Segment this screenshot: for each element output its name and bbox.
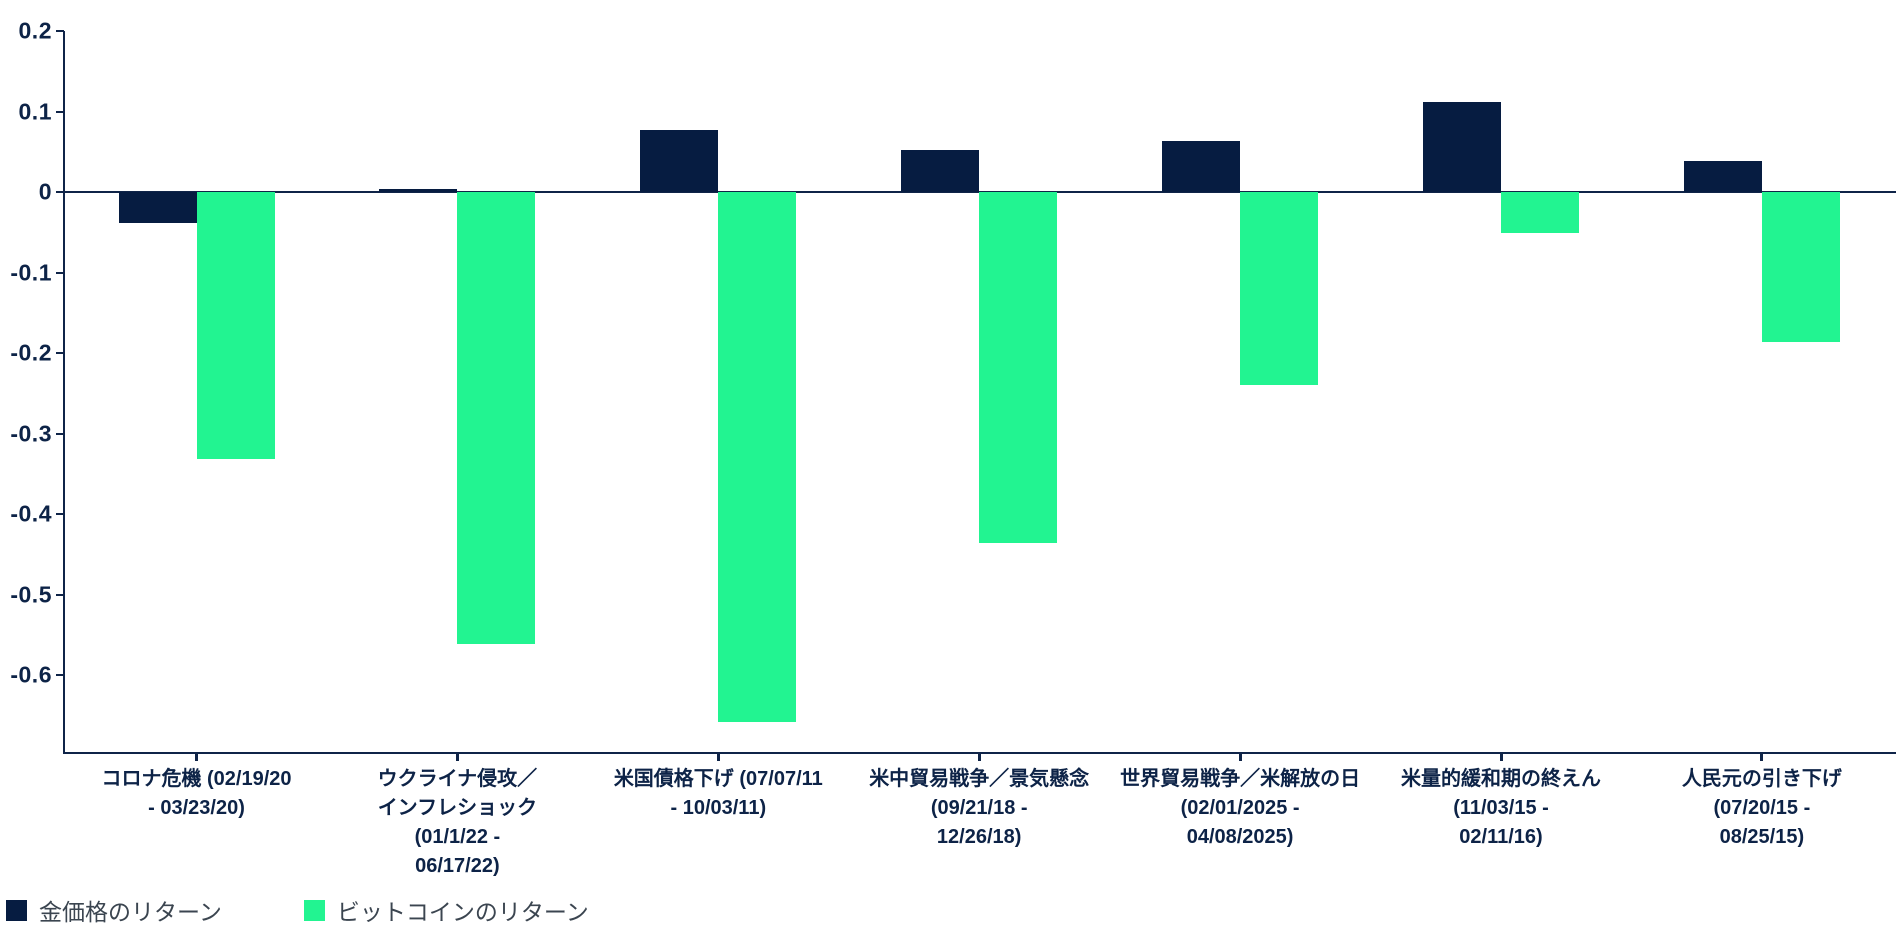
category-label-0: コロナ危機 (02/19/20 - 03/23/20) [101,768,292,819]
y-tick-mark [56,352,64,354]
bar-bitcoin-6 [1761,192,1840,342]
bar-bitcoin-1 [457,192,536,644]
bar-gold-3 [901,150,980,192]
x-tick-mark [1760,752,1764,761]
bar-bitcoin-0 [196,192,275,460]
y-tick-label: -0.6 [10,661,52,688]
y-tick-label: -0.3 [10,420,52,446]
legend-item-gold: 金価格のリターン [6,893,222,927]
y-tick-label: 0.1 [18,98,52,124]
bar-gold-0 [118,192,197,224]
y-tick-mark [56,271,64,274]
x-tick-mark [716,752,720,761]
category-label-2: 米国債格下げ (07/07/11 - 10/03/11) [613,768,823,819]
chart-legend: 金価格のリターン ビットコインのリターン [6,893,589,927]
y-tick-label: 0.2 [18,17,52,44]
x-tick-mark [455,752,459,761]
x-tick-mark [977,752,981,761]
y-tick-mark [56,513,64,515]
bar-bitcoin-5 [1501,192,1579,234]
y-tick-mark [56,432,64,435]
bar-gold-1 [379,188,458,192]
y-tick-mark [56,191,64,193]
bar-bitcoin-4 [1240,192,1319,386]
legend-label-bitcoin: ビットコインのリターン [336,899,589,925]
gold-series-swatch [6,899,27,921]
category-label-3: 米中貿易戦争／景気懸念 (09/21/18 - 12/26/18) [869,768,1090,848]
y-tick-label: -0.2 [10,339,52,366]
y-tick-label: 0 [38,178,52,205]
bitcoin-series-swatch [303,899,325,921]
category-label-4: 世界貿易戦争／米解放の日 (02/01/2025 - 04/08/2025) [1120,768,1361,848]
y-axis-line [63,31,65,754]
y-tick-mark [56,110,64,113]
bar-gold-6 [1683,161,1762,192]
y-tick-mark [56,593,64,596]
bar-gold-5 [1423,101,1501,192]
bar-gold-4 [1162,141,1241,192]
legend-item-bitcoin: ビットコインのリターン [303,893,589,927]
bar-gold-2 [640,130,719,192]
legend-label-gold: 金価格のリターン [39,899,222,925]
category-label-6: 人民元の引き下げ (07/20/15 - 08/25/15) [1681,768,1842,848]
y-tick-mark [56,674,64,676]
x-tick-mark [1499,752,1503,761]
category-label-1: ウクライナ侵攻／ インフレショック (01/1/22 - 06/17/22) [377,768,538,877]
y-tick-mark [56,30,64,32]
category-label-5: 米量的緩和期の終えん (11/03/15 - 02/11/16) [1401,768,1601,848]
y-tick-label: -0.5 [10,581,52,607]
x-tick-mark [1238,752,1242,761]
y-tick-label: -0.1 [10,259,52,285]
y-tick-label: -0.4 [10,500,52,527]
bar-bitcoin-3 [979,192,1058,543]
bar-bitcoin-2 [718,192,797,723]
x-tick-mark [195,752,198,761]
